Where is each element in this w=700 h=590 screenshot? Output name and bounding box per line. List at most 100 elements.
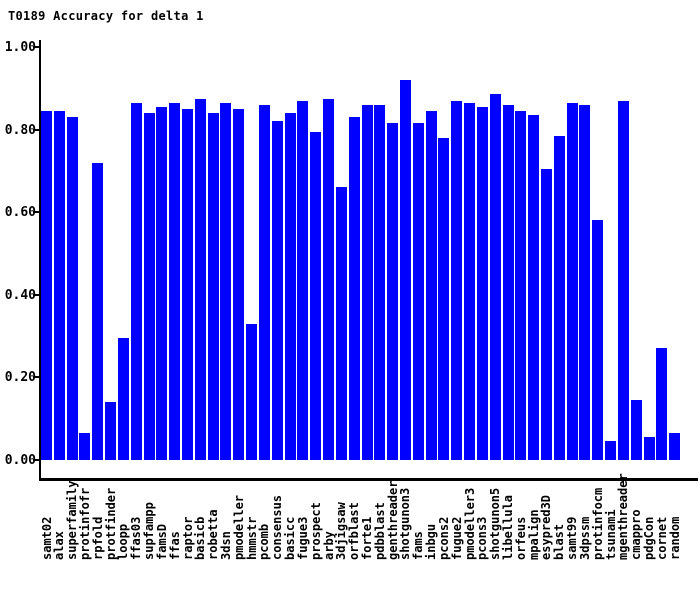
x-label-3dpssm: 3dpssm	[578, 516, 592, 560]
bar-basicb	[195, 99, 206, 460]
bar-basicc	[285, 113, 296, 460]
y-tick-label-1.00: 1.00	[4, 40, 36, 55]
x-label-3dsn: 3dsn	[219, 531, 233, 560]
x-label-fugue3: fugue3	[296, 516, 310, 560]
x-label-shotgunon5: shotgunon5	[488, 487, 502, 560]
x-label-inbgu: inbgu	[424, 523, 438, 560]
x-label-prospect: prospect	[309, 502, 323, 560]
chart-title: T0189 Accuracy for delta 1	[8, 9, 204, 23]
bar-pdgCon	[644, 437, 655, 460]
x-label-pmodeller: pmodeller	[232, 494, 246, 560]
x-label-esypred3D: esypred3D	[539, 494, 553, 560]
x-label-pcomb: pcomb	[257, 523, 271, 560]
x-label-protinfofr: protinfofr	[78, 487, 92, 560]
x-label-libellula: libellula	[501, 494, 515, 560]
y-tick-mark	[33, 129, 40, 131]
bar-3dsn	[220, 103, 231, 460]
bar-ffas	[169, 103, 180, 460]
x-label-pcons3: pcons3	[475, 516, 489, 560]
bar-supfampp	[144, 113, 155, 460]
bar-3dpssm	[579, 105, 590, 460]
x-label-rpfold: rpfold	[91, 516, 105, 560]
bar-3djigsaw	[336, 187, 347, 460]
x-label-orfblast: orfblast	[347, 502, 361, 560]
x-label-mgenthreader: mgenthreader	[616, 473, 630, 560]
bar-fugue3	[297, 101, 308, 460]
x-label-protinfocm: protinfocm	[591, 487, 605, 560]
bar-mpalign	[528, 115, 539, 460]
y-tick-mark	[33, 211, 40, 213]
x-label-pcons2: pcons2	[437, 516, 451, 560]
bar-forte1	[362, 105, 373, 460]
bar-mgenthreader	[618, 101, 629, 460]
bar-pcons2	[438, 138, 449, 460]
y-tick-mark	[33, 459, 40, 461]
x-label-superfamily: superfamily	[65, 480, 79, 560]
x-label-robetta: robetta	[206, 509, 220, 560]
y-axis	[39, 40, 41, 481]
x-label-orfeus: orfeus	[514, 516, 528, 560]
x-label-fams: fams	[411, 531, 425, 560]
bar-prospect	[310, 132, 321, 460]
x-label-fugue2: fugue2	[450, 516, 464, 560]
x-label-alax: alax	[52, 531, 66, 560]
x-label-famsD: famsD	[155, 523, 169, 560]
bar-inbgu	[426, 111, 437, 460]
bar-famsD	[156, 107, 167, 460]
y-tick-mark	[33, 46, 40, 48]
bar-samt99	[567, 103, 578, 460]
y-tick-mark	[33, 376, 40, 378]
x-label-cmappro: cmappro	[629, 509, 643, 560]
x-label-ffas: ffas	[168, 531, 182, 560]
x-label-forte1: forte1	[360, 516, 374, 560]
x-label-ffas03: ffas03	[129, 516, 143, 560]
x-label-pdgCon: pdgCon	[642, 516, 656, 560]
bar-protinfocm	[592, 220, 603, 460]
bar-pcomb	[259, 105, 270, 460]
x-label-basicb: basicb	[193, 516, 207, 560]
bar-arby	[323, 99, 334, 460]
bar-loopp	[118, 338, 129, 460]
x-label-3djigsaw: 3djigsaw	[334, 502, 348, 560]
x-label-loopp: loopp	[116, 523, 130, 560]
bar-ffas03	[131, 103, 142, 460]
bar-pcons3	[477, 107, 488, 460]
bar-protfinder	[105, 402, 116, 460]
bar-shotgunon3	[400, 80, 411, 460]
bar-cornet	[656, 348, 667, 460]
y-tick-mark	[33, 294, 40, 296]
x-label-random: random	[668, 516, 682, 560]
x-label-basicc: basicc	[283, 516, 297, 560]
bar-pmodeller	[233, 109, 244, 460]
bar-consensus	[272, 121, 283, 460]
y-tick-label-0.40: 0.40	[4, 288, 36, 303]
bar-tsunami	[605, 441, 616, 460]
x-axis	[39, 478, 698, 481]
bar-superfamily	[67, 117, 78, 460]
y-tick-label-0.20: 0.20	[4, 370, 36, 385]
y-tick-label-0.60: 0.60	[4, 205, 36, 220]
bar-pmodeller3	[464, 103, 475, 460]
x-label-samt99: samt99	[565, 516, 579, 560]
x-label-blast: blast	[552, 523, 566, 560]
bar-protinfofr	[79, 433, 90, 460]
x-label-supfampp: supfampp	[142, 502, 156, 560]
x-label-cornet: cornet	[655, 516, 669, 560]
bar-rpfold	[92, 163, 103, 460]
x-label-shotgunon3: shotgunon3	[398, 487, 412, 560]
bar-genthreader	[387, 123, 398, 460]
bar-blast	[554, 136, 565, 460]
bar-cmappro	[631, 400, 642, 460]
bar-samt02	[41, 111, 52, 460]
y-tick-label-0.00: 0.00	[4, 453, 36, 468]
bar-raptor	[182, 109, 193, 460]
y-tick-label-0.80: 0.80	[4, 123, 36, 138]
bar-esypred3D	[541, 169, 552, 460]
bar-shotgunon5	[490, 94, 501, 460]
bar-fugue2	[451, 101, 462, 460]
bar-hmmstr	[246, 324, 257, 460]
bar-libellula	[503, 105, 514, 460]
bar-fams	[413, 123, 424, 460]
bar-robetta	[208, 113, 219, 460]
